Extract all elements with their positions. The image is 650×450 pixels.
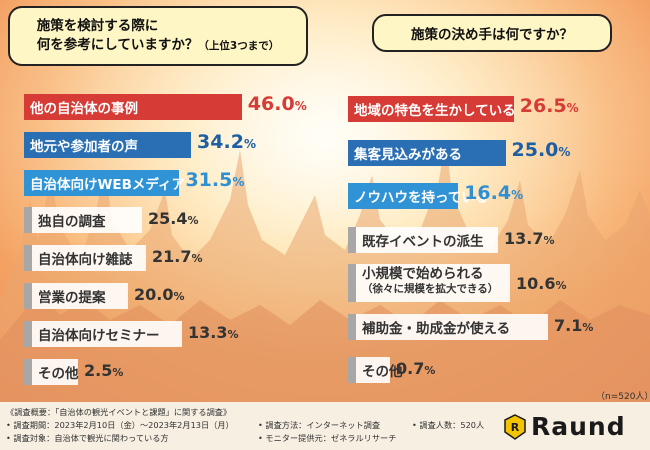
value-label-1-2: 16.4% — [464, 182, 523, 204]
bar-0-2: 自治体向けWEBメディア — [24, 169, 185, 196]
bar-label-0-1: 地元や参加者の声 — [30, 138, 138, 155]
value-number-0-6: 13.3 — [188, 322, 228, 342]
value-unit-0-2: % — [232, 174, 245, 189]
bar-label-1-6: その他 — [362, 364, 403, 380]
bar-label-1-5: 補助金・助成金が使える — [362, 320, 511, 337]
value-number-0-7: 2.5 — [84, 360, 113, 380]
bar-label-1-2: ノウハウを持っている — [354, 190, 489, 206]
value-number-1-0: 26.5 — [519, 95, 567, 117]
value-number-1-4: 10.6 — [516, 274, 556, 293]
value-unit-1-4: % — [555, 279, 567, 292]
value-label-1-4: 10.6% — [516, 274, 567, 293]
footer-survey-target: • 調査対象：自治体で観光に関わっている方 — [6, 433, 169, 443]
footer-survey-count: • 調査人数：520人 — [412, 420, 485, 430]
value-unit-1-5: % — [582, 320, 594, 334]
footer-survey-period: • 調査期間：2023年2月10日（金）〜2023年2月13日（月） — [6, 420, 234, 430]
value-number-1-5: 7.1 — [554, 315, 583, 335]
bar-0-0: 他の自治体の事例 — [24, 94, 242, 120]
bar-label-1-4: 小規模で始められる — [362, 266, 484, 282]
value-label-0-0: 46.0% — [248, 93, 307, 115]
chart-stage: 施策を検討する際に 何を参考にしていますか？（上位3つまで） 施策の決め手は何で… — [0, 0, 650, 402]
value-label-0-3: 25.4% — [148, 209, 199, 228]
value-label-0-4: 21.7% — [152, 247, 203, 266]
value-number-1-3: 13.7 — [504, 228, 544, 248]
bar-label-0-6: 自治体向けセミナー — [38, 327, 160, 344]
raund-logo-text: Raund — [531, 412, 626, 441]
value-number-0-1: 34.2 — [197, 130, 244, 153]
bar-0-1: 地元や参加者の声 — [24, 131, 192, 158]
left-question-line-2: 何を参考にしていますか？（上位3つまで） — [37, 36, 279, 56]
footer-survey-monitor: • モニター提供元：ゼネラルリサーチ — [258, 433, 397, 443]
value-label-0-7: 2.5% — [84, 361, 123, 380]
bar-label-0-0: 他の自治体の事例 — [30, 101, 138, 117]
value-label-1-6: 0.7% — [396, 359, 435, 378]
bar-label-1-4-sub: （徐々に規模を拡大できる） — [362, 283, 499, 295]
bar-label-1-0: 地域の特色を生かしている — [354, 103, 516, 119]
value-unit-0-4: % — [191, 252, 203, 266]
raund-logo-icon: R — [504, 413, 526, 440]
bar-0-3: 独自の調査 — [24, 207, 142, 234]
right-question-title: 施策の決め手は何ですか？ — [411, 27, 573, 43]
left-question-box: 施策を検討する際に 何を参考にしていますか？（上位3つまで） — [8, 6, 308, 66]
sample-size-label: （n=520人） — [596, 392, 650, 402]
bar-label-0-3: 独自の調査 — [38, 214, 106, 231]
bar-1-2: ノウハウを持っている — [348, 183, 488, 209]
footer-survey-method: • 調査方法：インターネット調査 — [258, 420, 381, 430]
bar-0-5: 営業の提案 — [24, 283, 128, 309]
value-number-0-4: 21.7 — [152, 247, 192, 267]
value-number-0-2: 31.5 — [185, 168, 233, 191]
left-question-line-2-main: 何を参考にしていますか？ — [36, 36, 199, 53]
footer: 《調査概要：「自治体の観光イベントと課題」に関する調査》 • 調査期間：2023… — [0, 402, 650, 450]
value-unit-0-6: % — [227, 327, 239, 341]
left-question-line-1: 施策を検討する際に — [36, 17, 159, 34]
value-unit-1-3: % — [543, 233, 555, 247]
value-unit-1-6: % — [424, 364, 436, 377]
value-label-1-5: 7.1% — [554, 316, 593, 335]
bar-1-6: その他 — [348, 357, 403, 383]
value-label-1-0: 26.5% — [520, 95, 579, 117]
bar-0-7: その他 — [24, 358, 79, 385]
raund-logo: R Raund — [504, 412, 626, 441]
bar-label-0-4: 自治体向け雑誌 — [38, 252, 133, 269]
value-unit-1-2: % — [511, 188, 524, 202]
value-unit-0-3: % — [187, 214, 199, 228]
bar-1-1: 集客見込みがある — [348, 139, 506, 166]
bar-1-5: 補助金・助成金が使える — [348, 313, 548, 340]
bar-1-3: 既存イベントの派生 — [348, 226, 498, 253]
value-label-1-3: 13.7% — [504, 229, 555, 248]
value-unit-1-0: % — [566, 101, 579, 115]
bar-1-0: 地域の特色を生かしている — [348, 96, 516, 122]
value-unit-0-1: % — [243, 136, 256, 151]
bar-label-1-3: 既存イベントの派生 — [362, 233, 484, 250]
right-question-box: 施策の決め手は何ですか？ — [372, 14, 612, 52]
value-number-1-1: 25.0 — [511, 138, 559, 161]
bar-label-0-5: 営業の提案 — [38, 290, 106, 306]
value-label-0-2: 31.5% — [185, 169, 244, 191]
value-unit-0-5: % — [173, 290, 185, 303]
value-label-0-5: 20.0% — [134, 285, 185, 304]
left-question-note: （上位3つまで） — [198, 39, 280, 52]
value-number-0-5: 20.0 — [134, 285, 174, 304]
value-label-1-1: 25.0% — [512, 139, 571, 161]
bar-0-6: 自治体向けセミナー — [24, 320, 182, 347]
value-number-0-0: 46.0 — [247, 93, 295, 115]
value-unit-1-1: % — [558, 144, 571, 159]
bar-1-4: 小規模で始められる （徐々に規模を拡大できる） — [348, 264, 510, 302]
bar-0-4: 自治体向け雑誌 — [24, 245, 146, 272]
bar-label-0-2: 自治体向けWEBメディア — [30, 176, 185, 193]
bar-label-1-1: 集客見込みがある — [354, 146, 462, 163]
value-unit-0-0: % — [294, 99, 307, 113]
value-unit-0-7: % — [112, 365, 124, 379]
value-number-1-6: 0.7 — [396, 359, 425, 378]
value-number-0-3: 25.4 — [148, 209, 188, 229]
bar-label-0-7: その他 — [38, 365, 79, 382]
value-label-0-1: 34.2% — [197, 131, 256, 153]
value-number-1-2: 16.4 — [464, 182, 512, 204]
footer-survey-overview: 《調査概要：「自治体の観光イベントと課題」に関する調査》 — [6, 407, 232, 417]
value-label-0-6: 13.3% — [188, 323, 239, 342]
svg-text:R: R — [511, 421, 520, 434]
